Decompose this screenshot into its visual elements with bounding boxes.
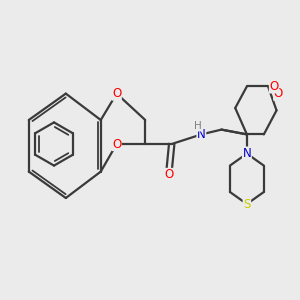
- Text: N: N: [242, 147, 251, 160]
- Text: O: O: [112, 137, 121, 151]
- Text: N: N: [197, 128, 206, 141]
- Text: S: S: [243, 197, 250, 211]
- Text: O: O: [269, 80, 279, 93]
- Text: O: O: [164, 168, 173, 182]
- Text: O: O: [274, 87, 283, 100]
- Text: H: H: [194, 121, 202, 131]
- Text: O: O: [112, 87, 121, 100]
